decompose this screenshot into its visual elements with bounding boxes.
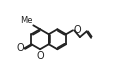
- Text: O: O: [36, 51, 44, 61]
- Text: O: O: [73, 25, 81, 35]
- Text: O: O: [16, 43, 24, 53]
- Text: Me: Me: [21, 16, 33, 25]
